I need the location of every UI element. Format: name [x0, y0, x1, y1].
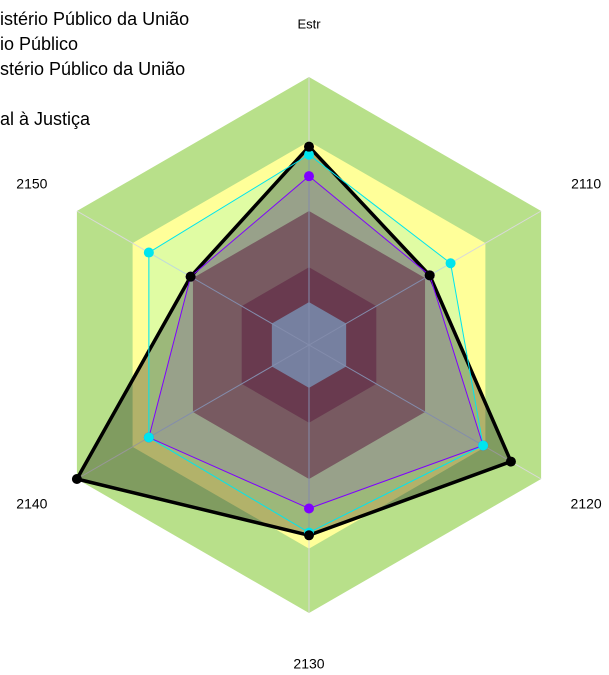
spoke [308, 210, 542, 346]
point [304, 503, 314, 514]
legend-text: istério Público da União [0, 9, 189, 29]
axis-label: 2140 [16, 496, 47, 512]
point [478, 440, 489, 451]
axis-label: Estr [297, 16, 321, 31]
axis-label: 2130 [293, 656, 324, 672]
point [143, 247, 154, 258]
point [304, 149, 314, 160]
series-area [148, 154, 484, 533]
axis-label: 2120 [571, 496, 602, 512]
axis-label: 2150 [16, 176, 47, 192]
point [304, 141, 314, 152]
spoke [76, 344, 310, 480]
point [424, 270, 435, 281]
point [505, 456, 516, 467]
series-area [76, 146, 511, 536]
legend-text: stério Público da União [0, 59, 185, 79]
point [71, 474, 82, 484]
point [304, 171, 314, 182]
point [445, 258, 456, 269]
point [304, 530, 314, 541]
spoke [308, 344, 542, 480]
axis-label: 2110 [571, 176, 601, 192]
point [143, 432, 154, 443]
point [185, 271, 196, 282]
series-area [148, 176, 484, 509]
legend-text: io Público [0, 34, 78, 54]
legend-text: al à Justiça [0, 109, 91, 129]
